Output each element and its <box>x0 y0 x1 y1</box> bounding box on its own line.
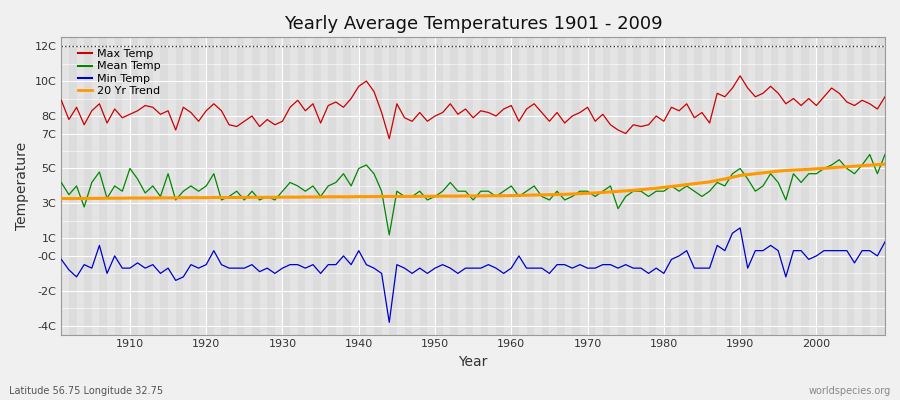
Bar <box>535 37 542 334</box>
Bar <box>138 37 145 334</box>
Bar <box>671 37 680 334</box>
Bar <box>763 37 770 334</box>
Bar <box>610 37 618 334</box>
Bar <box>626 37 634 334</box>
Legend: Max Temp, Mean Temp, Min Temp, 20 Yr Trend: Max Temp, Mean Temp, Min Temp, 20 Yr Tre… <box>75 46 165 99</box>
Bar <box>854 37 862 334</box>
Title: Yearly Average Temperatures 1901 - 2009: Yearly Average Temperatures 1901 - 2009 <box>284 15 662 33</box>
Bar <box>320 37 328 334</box>
Bar <box>305 37 313 334</box>
X-axis label: Year: Year <box>458 355 488 369</box>
Bar <box>824 37 832 334</box>
Bar <box>336 37 344 334</box>
Text: worldspecies.org: worldspecies.org <box>809 386 891 396</box>
Bar <box>687 37 694 334</box>
Bar <box>107 37 114 334</box>
Bar <box>641 37 649 334</box>
Bar <box>290 37 298 334</box>
Bar <box>595 37 603 334</box>
Bar <box>412 37 419 334</box>
Bar <box>214 37 221 334</box>
Bar <box>274 37 283 334</box>
Bar <box>748 37 755 334</box>
Bar <box>504 37 511 334</box>
Bar <box>153 37 160 334</box>
Bar <box>382 37 389 334</box>
Bar <box>168 37 176 334</box>
Bar <box>473 37 481 334</box>
Bar <box>794 37 801 334</box>
Bar <box>656 37 664 334</box>
Bar <box>458 37 465 334</box>
Bar <box>702 37 709 334</box>
Bar <box>366 37 374 334</box>
Bar <box>428 37 435 334</box>
Bar <box>92 37 99 334</box>
Bar <box>489 37 496 334</box>
Text: Latitude 56.75 Longitude 32.75: Latitude 56.75 Longitude 32.75 <box>9 386 163 396</box>
Y-axis label: Temperature: Temperature <box>15 142 29 230</box>
Bar <box>230 37 237 334</box>
Bar <box>397 37 404 334</box>
Bar <box>184 37 191 334</box>
Bar <box>549 37 557 334</box>
Bar <box>580 37 588 334</box>
Bar <box>199 37 206 334</box>
Bar <box>259 37 267 334</box>
Bar <box>122 37 130 334</box>
Bar <box>839 37 847 334</box>
Bar <box>869 37 878 334</box>
Bar <box>351 37 359 334</box>
Bar <box>717 37 725 334</box>
Bar <box>564 37 572 334</box>
Bar <box>443 37 450 334</box>
Bar <box>885 37 893 334</box>
Bar <box>61 37 69 334</box>
Bar <box>809 37 816 334</box>
Bar <box>244 37 252 334</box>
Bar <box>76 37 85 334</box>
Bar <box>733 37 740 334</box>
Bar <box>519 37 526 334</box>
Bar <box>778 37 786 334</box>
